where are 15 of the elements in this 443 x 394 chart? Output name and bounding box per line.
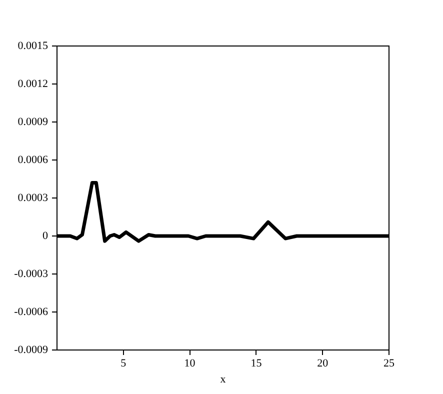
x-tick-label: 10 [184, 357, 196, 370]
x-axis-title: x [220, 373, 226, 386]
y-tick-label: 0.0009 [18, 116, 48, 128]
x-tick-label: 20 [317, 357, 329, 370]
y-tick-label: -0.0009 [14, 344, 48, 356]
y-tick-label: 0.0003 [18, 192, 48, 204]
y-tick-label: 0.0015 [18, 40, 48, 52]
x-tick-label: 5 [120, 357, 127, 370]
y-tick-label: 0.0006 [18, 154, 48, 166]
y-tick-label: 0 [42, 230, 48, 242]
x-tick-label: 15 [250, 357, 262, 370]
y-tick-label: -0.0003 [14, 268, 48, 280]
y-tick-label: -0.0006 [14, 306, 48, 318]
y-tick-label: 0.0012 [18, 78, 48, 90]
x-tick-label: 25 [384, 357, 395, 370]
